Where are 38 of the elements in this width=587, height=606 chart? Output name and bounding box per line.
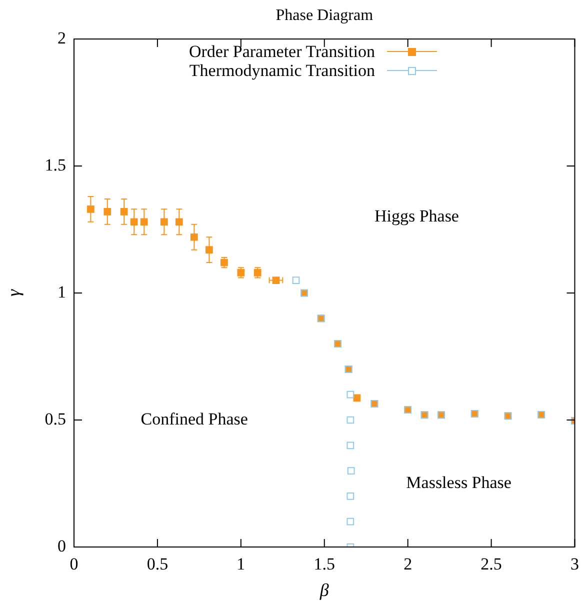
point (104, 208, 112, 216)
y-tick-label: 2 (58, 28, 66, 48)
point (353, 394, 361, 402)
point (140, 218, 148, 226)
y-tick-label: 0 (58, 536, 66, 556)
x-axis-title: β (318, 580, 329, 600)
x-tick-label: 3 (570, 554, 579, 574)
annotation: Massless Phase (406, 472, 512, 492)
chart-title: Phase Diagram (276, 7, 374, 24)
annotation: Higgs Phase (374, 206, 459, 226)
point (130, 218, 138, 226)
point (346, 416, 354, 424)
point (190, 233, 198, 241)
legend-label: Order Parameter Transition (188, 42, 375, 61)
x-tick-label: 0 (70, 554, 78, 574)
x-tick-label: 0.5 (146, 554, 168, 574)
point (346, 492, 354, 500)
point (346, 442, 354, 450)
annotation: Confined Phase (140, 409, 248, 428)
point (346, 390, 354, 398)
point (120, 208, 128, 216)
x-tick-label: 1 (236, 554, 246, 574)
y-tick-label: 1 (58, 282, 66, 302)
y-tick-label: 1.5 (44, 155, 66, 174)
point (206, 246, 213, 254)
x-tick-label: 1.5 (314, 554, 335, 574)
point (346, 518, 354, 526)
point (175, 218, 183, 226)
point (272, 276, 280, 284)
x-tick-label: 2 (404, 554, 412, 574)
x-tick-label: 2.5 (480, 554, 502, 574)
point (160, 218, 168, 226)
point (347, 467, 355, 474)
legend-label: Thermodynamic Transition (189, 61, 375, 80)
point (87, 206, 94, 213)
y-axis-title: γ (4, 288, 24, 297)
y-tick-label: 0.5 (44, 409, 66, 428)
point (292, 276, 300, 284)
